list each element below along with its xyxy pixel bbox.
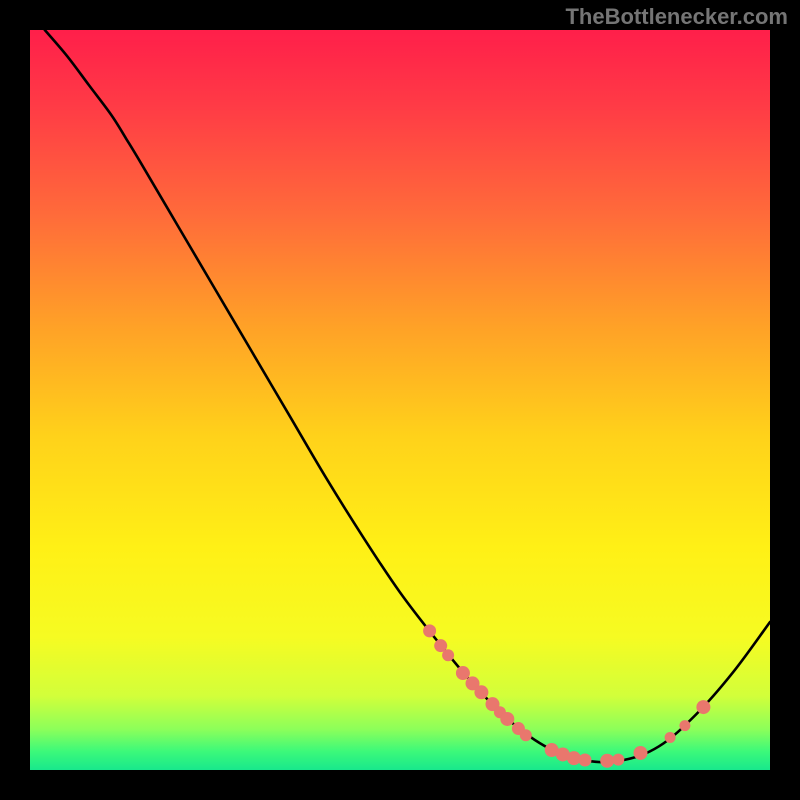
chart-data-marker — [696, 700, 710, 714]
chart-data-marker — [456, 666, 470, 680]
chart-gradient-bg — [30, 30, 770, 770]
watermark-text: TheBottlenecker.com — [565, 4, 788, 30]
chart-data-marker — [600, 754, 614, 768]
chart-svg — [30, 30, 770, 770]
chart-data-marker — [579, 754, 592, 767]
chart-data-marker — [520, 729, 532, 741]
chart-data-marker — [679, 720, 690, 731]
chart-data-marker — [474, 685, 488, 699]
chart-data-marker — [442, 649, 454, 661]
chart-data-marker — [423, 624, 436, 637]
chart-data-marker — [665, 732, 676, 743]
chart-data-marker — [612, 754, 624, 766]
chart-data-marker — [500, 712, 514, 726]
chart-data-marker — [634, 746, 648, 760]
chart-plot-area — [30, 30, 770, 770]
